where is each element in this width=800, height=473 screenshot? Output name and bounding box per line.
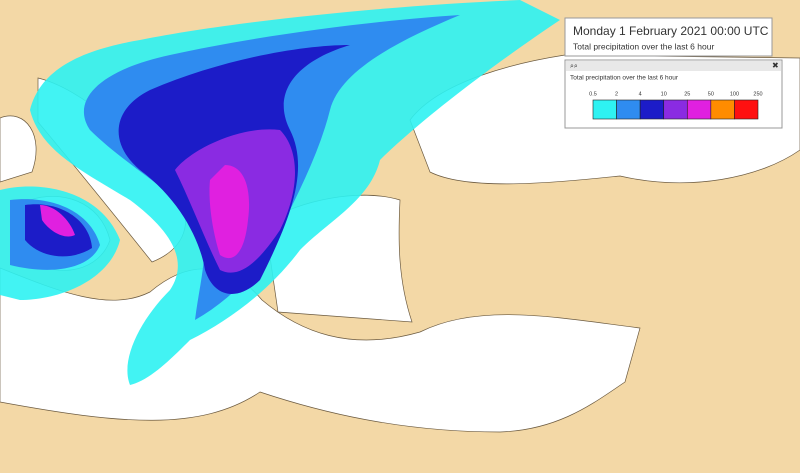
legend-threshold: 100 bbox=[730, 91, 739, 97]
legend-threshold: 25 bbox=[684, 91, 690, 97]
legend-threshold: 0.5 bbox=[589, 91, 597, 97]
close-button[interactable]: ✖ bbox=[772, 61, 779, 70]
map-subtitle: Total precipitation over the last 6 hour bbox=[573, 41, 714, 51]
title-box-frame bbox=[564, 17, 773, 57]
legend-swatch bbox=[686, 99, 712, 120]
legend-swatch bbox=[663, 99, 688, 120]
legend-swatch bbox=[592, 99, 617, 120]
precipitation bbox=[0, 0, 560, 385]
title-box: Monday 1 February 2021 00:00 UTC Total p… bbox=[564, 17, 773, 57]
legend-title: Total precipitation over the last 6 hour bbox=[570, 75, 679, 82]
legend-threshold: 50 bbox=[708, 91, 714, 97]
legend-header bbox=[566, 61, 781, 71]
map-title: Monday 1 February 2021 00:00 UTC bbox=[573, 24, 769, 38]
zoom-icon[interactable]: ⌕⌕ bbox=[570, 63, 578, 70]
legend-swatch bbox=[616, 99, 641, 120]
legend-threshold: 10 bbox=[661, 91, 667, 97]
legend-swatch bbox=[710, 99, 735, 120]
legend-swatch bbox=[639, 99, 665, 120]
legend-threshold: 2 bbox=[615, 91, 618, 97]
legend-threshold: 250 bbox=[753, 91, 762, 97]
legend-panel: ⌕⌕ ✖ Total precipitation over the last 6… bbox=[564, 59, 783, 129]
legend-swatch bbox=[734, 99, 759, 120]
legend-threshold: 4 bbox=[639, 91, 642, 97]
